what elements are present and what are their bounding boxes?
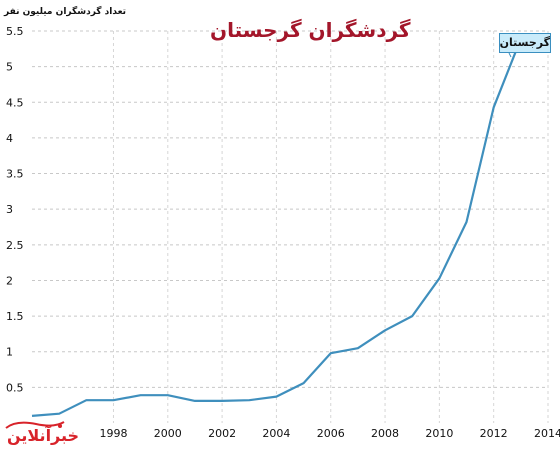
y-tick-label: 4.5 bbox=[6, 96, 24, 109]
y-tick-label: 0.5 bbox=[6, 381, 24, 394]
y-tick-labels: 0.5 1 1.5 2 2.5 3 3.5 4 4.5 5 5.5 bbox=[6, 25, 24, 394]
x-tick-label: 2004 bbox=[262, 427, 290, 440]
x-tick-label: 2014 bbox=[534, 427, 560, 440]
y-tick-label: 1.5 bbox=[6, 310, 24, 323]
x-tick-label: 2010 bbox=[425, 427, 453, 440]
callout-leader bbox=[508, 52, 512, 58]
series-callout-label: گرجستان bbox=[499, 33, 551, 53]
site-logo-text: خبرآنلاین bbox=[7, 426, 80, 445]
gridlines bbox=[32, 30, 549, 423]
x-tick-labels: 1998 2000 2002 2004 2006 2008 2010 2012 2014 bbox=[99, 427, 560, 440]
y-tick-label: 5 bbox=[6, 61, 13, 74]
y-axis-label: تعداد گردشگران میلیون نفر bbox=[4, 7, 127, 17]
y-tick-label: 1 bbox=[6, 346, 13, 359]
y-tick-label: 2 bbox=[6, 274, 13, 287]
y-tick-label: 4 bbox=[6, 132, 13, 145]
y-tick-label: 3 bbox=[6, 203, 13, 216]
y-tick-label: 3.5 bbox=[6, 168, 24, 181]
y-tick-label: 5.5 bbox=[6, 25, 24, 38]
x-tick-label: 2008 bbox=[371, 427, 399, 440]
series-line-georgia bbox=[31, 38, 522, 417]
x-tick-label: 2006 bbox=[317, 427, 345, 440]
y-tick-label: 2.5 bbox=[6, 239, 24, 252]
x-tick-label: 2000 bbox=[154, 427, 182, 440]
x-tick-label: 1998 bbox=[99, 427, 127, 440]
chart-title: گردشگران گرجستان bbox=[210, 18, 411, 42]
x-tick-label: 2012 bbox=[480, 427, 508, 440]
site-logo bbox=[5, 421, 65, 429]
x-tick-label: 2002 bbox=[208, 427, 236, 440]
